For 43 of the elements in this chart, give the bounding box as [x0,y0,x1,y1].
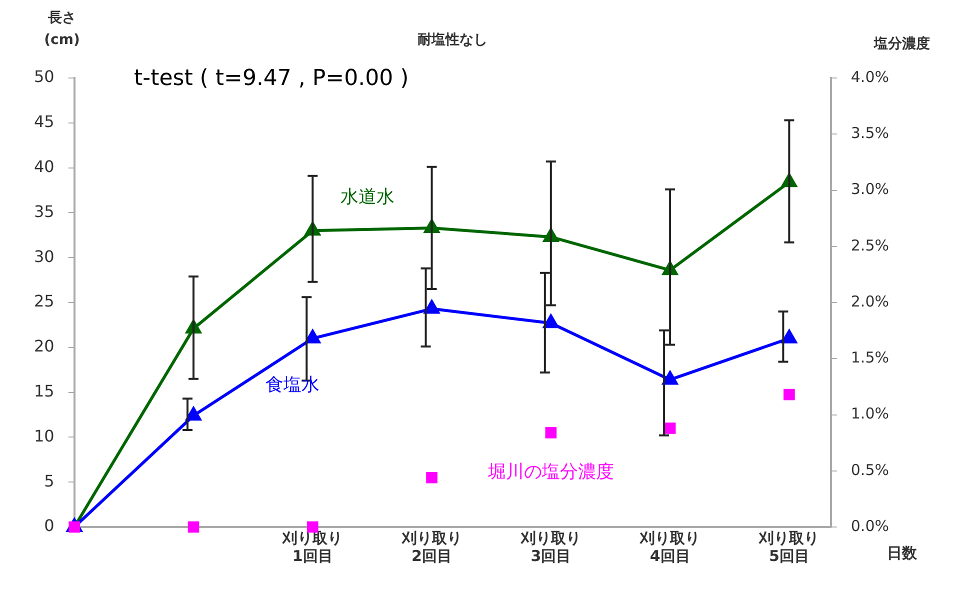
annotation: t-test ( t=9.47 , P=0.00 ) [134,66,409,91]
point [426,472,438,484]
series-label: 水道水 [340,186,395,208]
y2-tick-label: 2.5% [850,236,889,254]
y-tick-label: 45 [34,112,54,132]
y-axis-title: 長さ (cm) [44,10,80,48]
point [423,298,440,314]
y-tick-label: 0 [44,516,54,536]
point [780,328,798,344]
point [661,370,679,385]
x-tick-label: 刈り取り 5回目 [758,528,820,565]
y2-tick-label: 0.0% [850,516,889,535]
y-tick-label: 15 [34,381,54,400]
x-tick-label: 刈り取り 4回目 [639,528,700,565]
y-tick-label: 10 [34,426,54,446]
y2-tick-label: 0.5% [850,460,889,479]
y2-tick-label: 4.0% [850,68,889,86]
y-tick-label: 30 [34,246,54,266]
point [664,422,676,434]
y2-tick-label: 3.0% [850,180,889,198]
x-tick-label: 刈り取り 3回目 [520,528,581,565]
point [545,427,557,438]
y2-axis-title: 塩分濃度 [873,35,930,52]
y2-tick-label: 1.0% [850,404,889,423]
y-tick-label: 25 [34,292,54,311]
x-axis-title: 日数 [887,544,918,562]
chart-title: 耐塩性なし [418,32,488,48]
point [542,313,560,328]
series-label: 堀川の塩分濃度 [486,462,614,483]
y2-tick-label: 1.5% [850,348,889,367]
y-tick-label: 50 [34,67,54,86]
point [184,406,202,421]
point [188,521,200,533]
y-tick-label: 5 [44,471,54,490]
y-tick-label: 20 [34,336,54,356]
point [784,388,795,400]
point [304,328,322,344]
x-tick-label: 刈り取り 2回目 [400,528,462,565]
y2-tick-label: 2.0% [850,292,889,310]
y-tick-label: 35 [34,202,54,221]
y-tick-label: 40 [34,156,54,176]
series-label: 食塩水 [266,374,320,396]
y2-tick-label: 3.5% [850,124,889,142]
